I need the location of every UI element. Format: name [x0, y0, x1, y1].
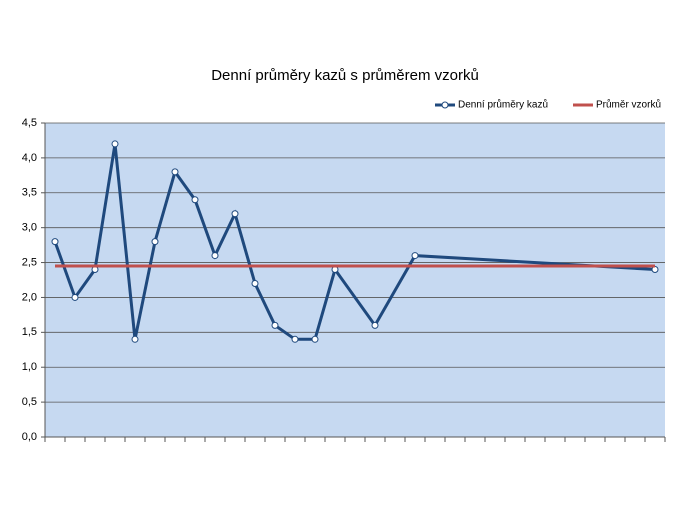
point	[71, 293, 79, 301]
point	[211, 252, 219, 260]
point	[291, 335, 299, 343]
chart-title: Denní průměry kazů s průměrem vzorků	[211, 67, 479, 84]
point	[371, 321, 379, 329]
point	[411, 252, 419, 260]
y-tick-label: 2,0	[22, 291, 37, 303]
point	[51, 238, 59, 246]
legend-marker	[441, 101, 449, 109]
y-tick-label: 1,0	[22, 361, 37, 373]
point	[111, 140, 119, 148]
y-tick-label: 3,5	[22, 187, 37, 199]
y-tick-label: 2,5	[22, 256, 37, 268]
plot-area	[45, 123, 665, 437]
point	[251, 279, 259, 287]
point	[191, 196, 199, 204]
point	[151, 238, 159, 246]
y-tick-label: 4,0	[22, 152, 37, 164]
y-tick-label: 1,5	[22, 326, 37, 338]
legend-label: Průměr vzorků	[596, 99, 661, 111]
y-tick-label: 0,0	[22, 431, 37, 443]
y-tick-label: 4,5	[22, 117, 37, 129]
point	[271, 321, 279, 329]
point	[131, 335, 139, 343]
y-tick-label: 0,5	[22, 396, 37, 408]
point	[231, 210, 239, 218]
point	[171, 168, 179, 176]
point	[311, 335, 319, 343]
y-tick-label: 3,0	[22, 222, 37, 234]
legend-label: Denní průměry kazů	[458, 99, 548, 111]
series-line	[53, 143, 656, 341]
